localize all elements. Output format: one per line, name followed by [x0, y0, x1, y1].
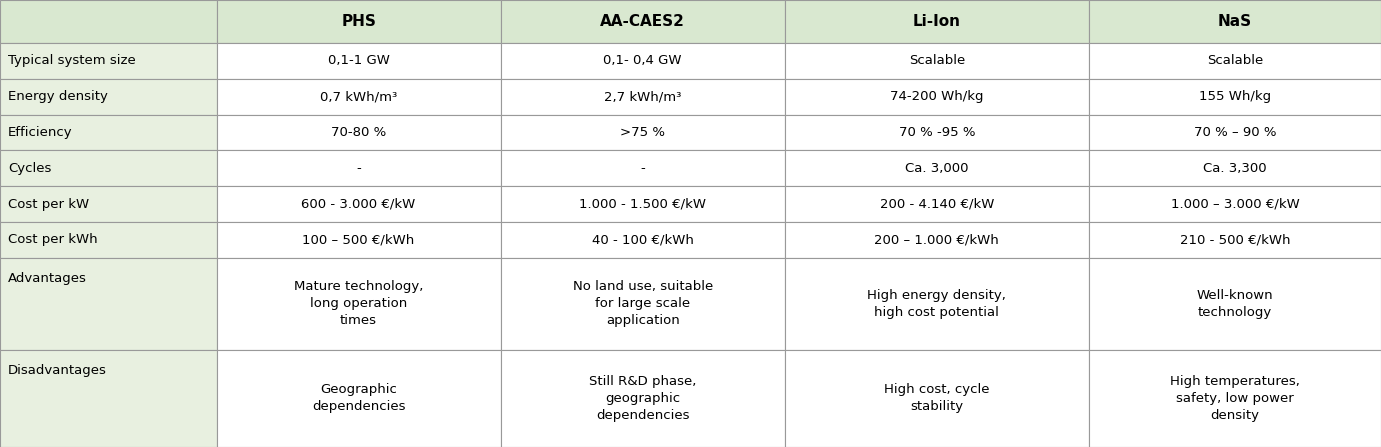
Text: Energy density: Energy density [8, 90, 108, 103]
Bar [1088, 186, 1381, 222]
Text: -: - [641, 162, 645, 175]
Bar [501, 0, 784, 43]
Text: Typical system size: Typical system size [8, 55, 135, 67]
Text: 200 – 1.000 €/kWh: 200 – 1.000 €/kWh [874, 233, 1000, 246]
Text: High cost, cycle
stability: High cost, cycle stability [884, 384, 990, 413]
Text: 70 % – 90 %: 70 % – 90 % [1193, 126, 1276, 139]
Text: Disadvantages: Disadvantages [8, 364, 106, 377]
Text: 70-80 %: 70-80 % [331, 126, 387, 139]
Text: Cost per kWh: Cost per kWh [8, 233, 98, 246]
Text: >75 %: >75 % [620, 126, 666, 139]
Text: No land use, suitable
for large scale
application: No land use, suitable for large scale ap… [573, 280, 713, 327]
Bar [217, 150, 501, 186]
Text: High temperatures,
safety, low power
density: High temperatures, safety, low power den… [1170, 375, 1300, 422]
Bar [1088, 43, 1381, 79]
Text: 210 - 500 €/kWh: 210 - 500 €/kWh [1179, 233, 1290, 246]
Bar [784, 114, 1088, 150]
Bar [0, 222, 217, 258]
Text: Ca. 3,000: Ca. 3,000 [905, 162, 968, 175]
Text: Advantages: Advantages [8, 272, 87, 285]
Text: Cycles: Cycles [8, 162, 51, 175]
Bar [217, 114, 501, 150]
Bar [784, 222, 1088, 258]
Bar [501, 350, 784, 447]
Bar [1088, 114, 1381, 150]
Text: Scalable: Scalable [909, 55, 965, 67]
Bar [501, 186, 784, 222]
Text: Efficiency: Efficiency [8, 126, 73, 139]
Text: Li-Ion: Li-Ion [913, 14, 961, 29]
Text: 70 % -95 %: 70 % -95 % [899, 126, 975, 139]
Text: Ca. 3,300: Ca. 3,300 [1203, 162, 1266, 175]
Bar [1088, 150, 1381, 186]
Bar [501, 114, 784, 150]
Bar [217, 350, 501, 447]
Bar [784, 350, 1088, 447]
Bar [0, 79, 217, 114]
Text: 0,1-1 GW: 0,1-1 GW [327, 55, 389, 67]
Text: 155 Wh/kg: 155 Wh/kg [1199, 90, 1271, 103]
Text: AA-CAES2: AA-CAES2 [601, 14, 685, 29]
Text: NaS: NaS [1218, 14, 1253, 29]
Text: 0,1- 0,4 GW: 0,1- 0,4 GW [603, 55, 682, 67]
Text: Cost per kW: Cost per kW [8, 198, 90, 211]
Text: -: - [356, 162, 360, 175]
Bar [217, 222, 501, 258]
Bar [0, 114, 217, 150]
Text: High energy density,
high cost potential: High energy density, high cost potential [867, 289, 1007, 319]
Bar [784, 258, 1088, 350]
Bar [501, 43, 784, 79]
Bar [784, 150, 1088, 186]
Bar [0, 150, 217, 186]
Text: 200 - 4.140 €/kW: 200 - 4.140 €/kW [880, 198, 994, 211]
Text: 74-200 Wh/kg: 74-200 Wh/kg [889, 90, 983, 103]
Text: 1.000 – 3.000 €/kW: 1.000 – 3.000 €/kW [1171, 198, 1300, 211]
Bar [217, 79, 501, 114]
Bar [501, 222, 784, 258]
Bar [217, 186, 501, 222]
Text: 1.000 - 1.500 €/kW: 1.000 - 1.500 €/kW [579, 198, 706, 211]
Text: 40 - 100 €/kWh: 40 - 100 €/kWh [591, 233, 693, 246]
Bar [217, 0, 501, 43]
Bar [0, 350, 217, 447]
Text: 600 - 3.000 €/kW: 600 - 3.000 €/kW [301, 198, 416, 211]
Bar [0, 258, 217, 350]
Bar [0, 43, 217, 79]
Bar [501, 150, 784, 186]
Text: 0,7 kWh/m³: 0,7 kWh/m³ [320, 90, 398, 103]
Bar [1088, 79, 1381, 114]
Bar [784, 43, 1088, 79]
Bar [501, 258, 784, 350]
Bar [1088, 0, 1381, 43]
Text: Still R&D phase,
geographic
dependencies: Still R&D phase, geographic dependencies [588, 375, 696, 422]
Text: Geographic
dependencies: Geographic dependencies [312, 384, 406, 413]
Bar [784, 0, 1088, 43]
Text: Well-known
technology: Well-known technology [1196, 289, 1273, 319]
Bar [1088, 350, 1381, 447]
Text: Mature technology,
long operation
times: Mature technology, long operation times [294, 280, 424, 327]
Bar [217, 43, 501, 79]
Text: 100 – 500 €/kWh: 100 – 500 €/kWh [302, 233, 414, 246]
Bar [501, 79, 784, 114]
Text: PHS: PHS [341, 14, 376, 29]
Bar [784, 186, 1088, 222]
Text: 2,7 kWh/m³: 2,7 kWh/m³ [603, 90, 681, 103]
Bar [217, 258, 501, 350]
Bar [1088, 222, 1381, 258]
Text: Scalable: Scalable [1207, 55, 1264, 67]
Bar [0, 0, 217, 43]
Bar [0, 186, 217, 222]
Bar [784, 79, 1088, 114]
Bar [1088, 258, 1381, 350]
